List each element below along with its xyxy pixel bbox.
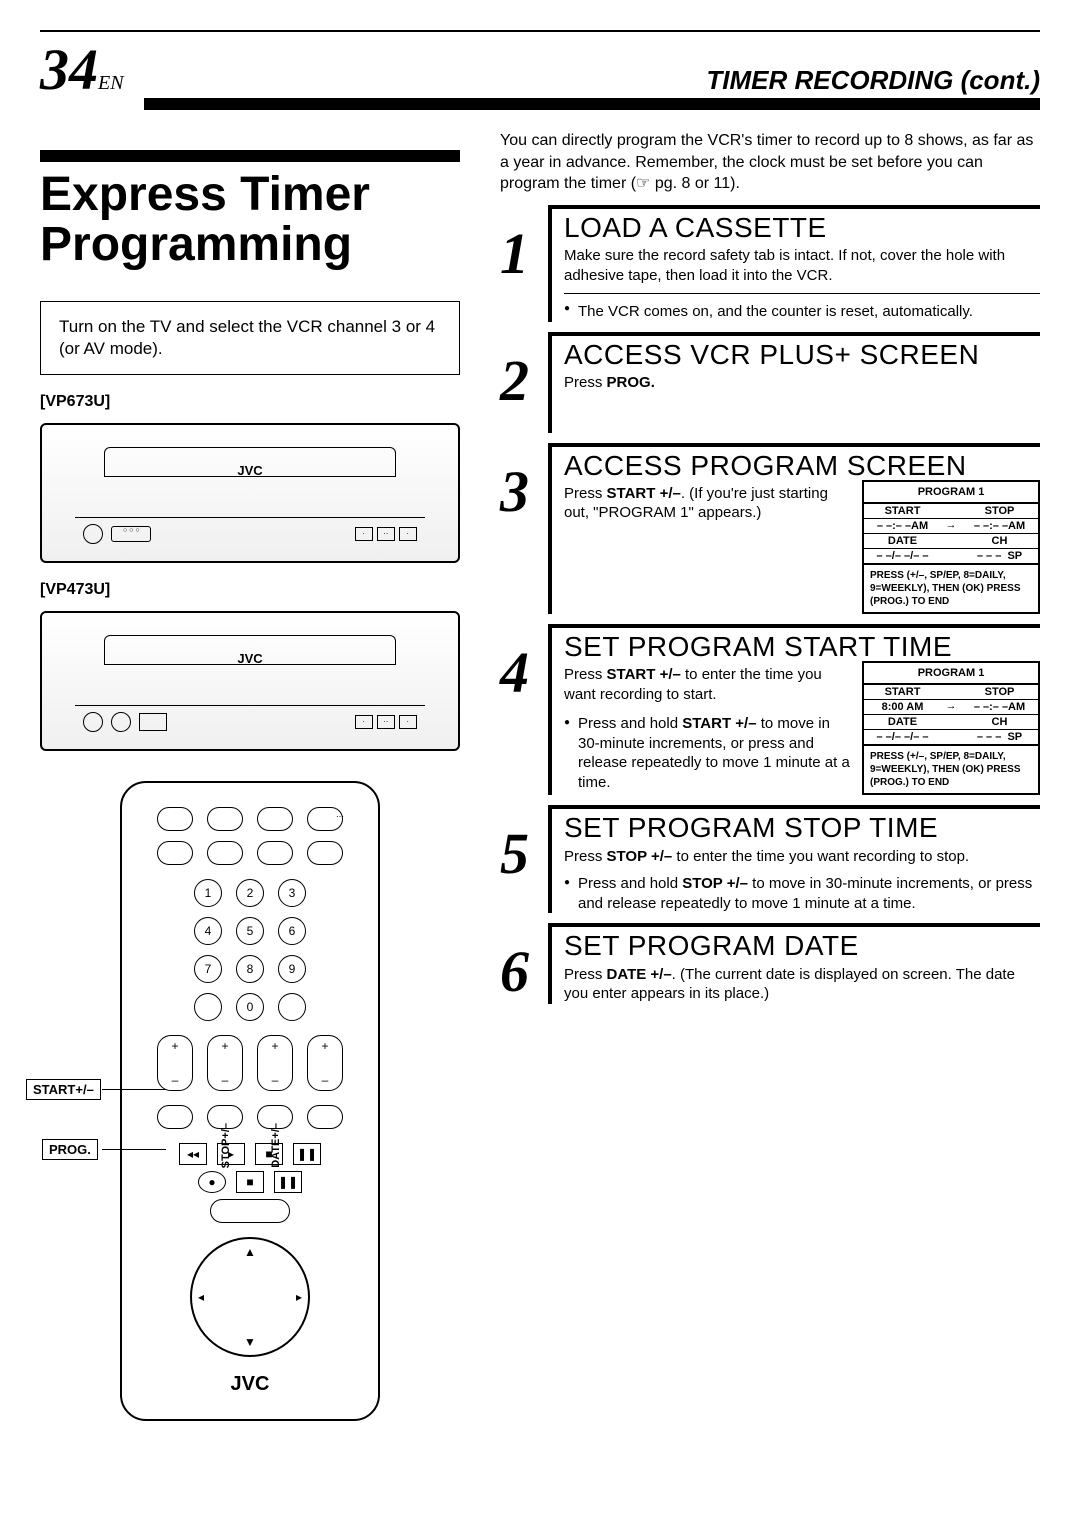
step-1-num: 1: [500, 225, 529, 283]
keypad-1: 1: [194, 879, 222, 907]
keypad-0: 0: [236, 993, 264, 1021]
step-6-title: SET PROGRAM DATE: [564, 931, 1040, 960]
prog-button: [157, 1105, 193, 1129]
step-5-bullet: Press and hold STOP +/– to move in 30-mi…: [564, 874, 1040, 913]
keypad-4: 4: [194, 917, 222, 945]
step-3-title: ACCESS PROGRAM SCREEN: [564, 451, 1040, 480]
rew-icon: ◂◂: [179, 1143, 207, 1165]
vcr-illustration-a: JVC ○ ○ ○ ····: [40, 423, 460, 563]
tv-note-box: Turn on the TV and select the VCR channe…: [40, 301, 460, 375]
main-heading: Express Timer Programming: [40, 150, 460, 271]
start-callout: START+/–: [26, 1079, 101, 1100]
step-4-osd: PROGRAM 1 STARTSTOP 8:00 AM→– –:– –AM DA…: [862, 661, 1040, 795]
vcr-illustration-b: JVC ····: [40, 611, 460, 751]
date-rocker: +–: [257, 1035, 293, 1091]
step-4-title: SET PROGRAM START TIME: [564, 632, 1040, 661]
right-column: You can directly program the VCR's timer…: [500, 130, 1040, 1421]
date-vlabel: DATE+/–: [270, 1123, 282, 1168]
step-5-title: SET PROGRAM STOP TIME: [564, 813, 1040, 842]
keypad-2: 2: [236, 879, 264, 907]
step-5-num: 5: [500, 825, 529, 883]
page-lang: EN: [98, 72, 124, 94]
vcr-brand-b: JVC: [237, 651, 262, 666]
prog-callout: PROG.: [42, 1139, 98, 1160]
start-rocker: +–: [157, 1035, 193, 1091]
step-4-num: 4: [500, 644, 529, 702]
dpad: ▲ ▼ ◂ ▸: [190, 1237, 310, 1357]
keypad-8: 8: [236, 955, 264, 983]
page-header: 34EN TIMER RECORDING (cont.): [40, 30, 1040, 110]
keypad-9: 9: [278, 955, 306, 983]
section-title: TIMER RECORDING (cont.): [706, 65, 1040, 95]
step-1-bullet: The VCR comes on, and the counter is res…: [564, 293, 1040, 322]
pause-icon: ❚❚: [293, 1143, 321, 1165]
page-number: 34: [40, 37, 98, 102]
step-2-body: Press PROG.: [564, 373, 1040, 393]
step-3-num: 3: [500, 463, 529, 521]
vcr-brand-a: JVC: [237, 463, 262, 478]
step-6-body: Press DATE +/–. (The current date is dis…: [564, 965, 1040, 1004]
step-4-bullet: Press and hold START +/– to move in 30-m…: [564, 714, 850, 792]
step-4: 4 SET PROGRAM START TIME Press START +/–…: [500, 624, 1040, 795]
section-title-wrap: TIMER RECORDING (cont.): [144, 65, 1040, 110]
step-3-body: Press START +/–. (If you're just startin…: [564, 484, 850, 523]
step-1: 1 LOAD A CASSETTE Make sure the record s…: [500, 205, 1040, 322]
keypad-7: 7: [194, 955, 222, 983]
step-1-title: LOAD A CASSETTE: [564, 213, 1040, 242]
keypad-3: 3: [278, 879, 306, 907]
keypad-5: 5: [236, 917, 264, 945]
step-4-body: Press START +/– to enter the time you wa…: [564, 665, 850, 704]
step-5-body: Press STOP +/– to enter the time you wan…: [564, 847, 1040, 867]
intro-text: You can directly program the VCR's timer…: [500, 130, 1040, 195]
step-5: 5 SET PROGRAM STOP TIME Press STOP +/– t…: [500, 805, 1040, 913]
stop-rocker: +–: [207, 1035, 243, 1091]
keypad-6: 6: [278, 917, 306, 945]
step-2-title: ACCESS VCR PLUS+ SCREEN: [564, 340, 1040, 369]
step-1-body: Make sure the record safety tab is intac…: [564, 246, 1040, 285]
remote-brand: JVC: [122, 1373, 378, 1396]
stop-vlabel: STOP+/–: [220, 1123, 232, 1168]
page-number-block: 34EN: [40, 36, 124, 103]
step-3-osd: PROGRAM 1 STARTSTOP – –:– –AM→– –:– –AM …: [862, 480, 1040, 614]
step-6-num: 6: [500, 943, 529, 1001]
left-column: Express Timer Programming Turn on the TV…: [40, 130, 460, 1421]
model-label-b: [VP473U]: [40, 581, 460, 599]
step-6: 6 SET PROGRAM DATE Press DATE +/–. (The …: [500, 923, 1040, 1003]
step-3: 3 ACCESS PROGRAM SCREEN Press START +/–.…: [500, 443, 1040, 614]
step-2-num: 2: [500, 352, 529, 410]
remote-illustration: ⋯ 123 456 789 0 +– +– +– +– ◂◂: [120, 781, 380, 1421]
model-label-a: [VP673U]: [40, 393, 460, 411]
step-2: 2 ACCESS VCR PLUS+ SCREEN Press PROG.: [500, 332, 1040, 433]
